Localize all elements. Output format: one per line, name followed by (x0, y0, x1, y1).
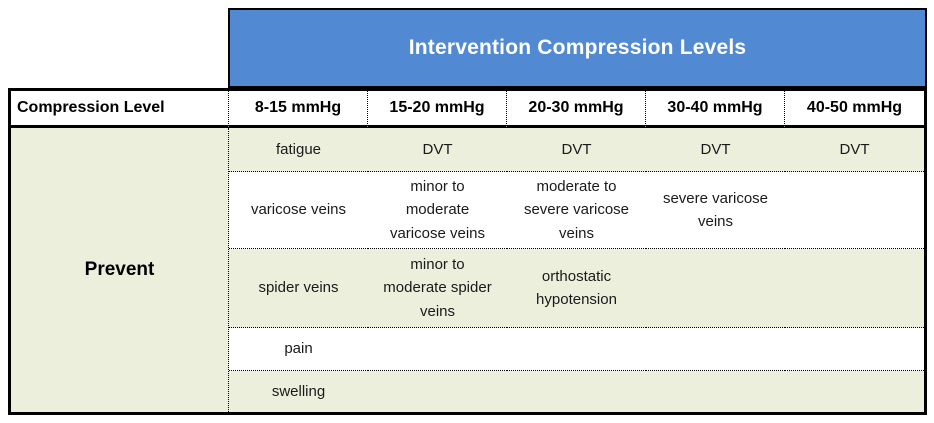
table-cell: minor to moderate varicose veins (368, 172, 507, 249)
table-cell (646, 371, 785, 412)
table-cell (368, 371, 507, 412)
table-cell (785, 371, 924, 412)
corner-header: Compression Level (11, 91, 229, 128)
table-cell: varicose veins (229, 172, 368, 249)
column-header-30-40: 30-40 mmHg (646, 91, 785, 128)
table-cell: fatigue (229, 128, 368, 172)
table-cell: severe varicose veins (646, 172, 785, 249)
column-header-15-20: 15-20 mmHg (368, 91, 507, 128)
table-cell (785, 328, 924, 371)
table-cell (646, 249, 785, 328)
table-cell: moderate to severe varicose veins (507, 172, 646, 249)
column-header-8-15: 8-15 mmHg (229, 91, 368, 128)
table-cell (785, 172, 924, 249)
figure-title: Intervention Compression Levels (408, 36, 747, 59)
table-cell: swelling (229, 371, 368, 412)
table-cell: DVT (368, 128, 507, 172)
table-cell: DVT (785, 128, 924, 172)
table-cell: orthostatic hypotension (507, 249, 646, 328)
table-cell: pain (229, 328, 368, 371)
title-banner: Intervention Compression Levels (228, 8, 927, 88)
table-cell (646, 328, 785, 371)
table-cell (507, 328, 646, 371)
table-cell: DVT (646, 128, 785, 172)
table-cell: spider veins (229, 249, 368, 328)
column-header-20-30: 20-30 mmHg (507, 91, 646, 128)
table-cell (785, 249, 924, 328)
table-cell (507, 371, 646, 412)
compression-table: Compression Level 8-15 mmHg 15-20 mmHg 2… (8, 88, 927, 415)
row-group-label-prevent: Prevent (11, 128, 229, 412)
table-cell: minor to moderate spider veins (368, 249, 507, 328)
table-cell (368, 328, 507, 371)
column-header-40-50: 40-50 mmHg (785, 91, 924, 128)
table-cell: DVT (507, 128, 646, 172)
